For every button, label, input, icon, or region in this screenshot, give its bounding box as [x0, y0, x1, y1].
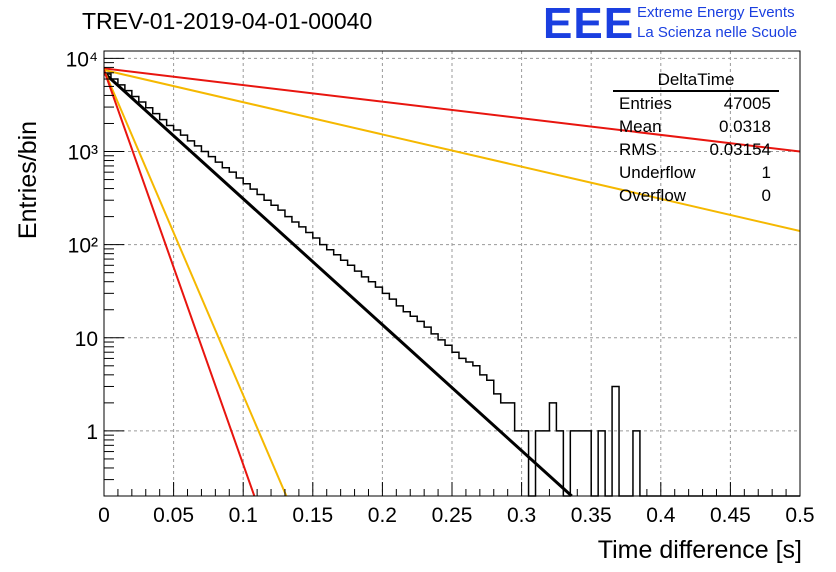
x-tick-label: 0.35 [571, 504, 612, 527]
stats-box: DeltaTime Entries 47005 Mean 0.0318 RMS … [613, 70, 779, 207]
x-tick-label: 0.1 [229, 504, 258, 527]
stats-label: RMS [619, 140, 657, 159]
x-tick-label: 0.45 [710, 504, 751, 527]
orange-slow-line [104, 69, 800, 233]
orange-fast-line [104, 69, 288, 496]
page-title: TREV-01-2019-04-01-00040 [82, 8, 373, 34]
stats-row-mean: Mean 0.0318 [613, 115, 779, 138]
stats-label: Underflow [619, 163, 696, 182]
stats-label: Overflow [619, 186, 687, 205]
stats-row-entries: Entries 47005 [613, 92, 779, 115]
stats-row-rms: RMS 0.03154 [613, 138, 779, 161]
fit-line [104, 71, 573, 496]
stats-row-overflow: Overflow 0 [613, 184, 779, 207]
histogram-steps [104, 73, 800, 497]
histogram-series [104, 73, 800, 497]
stats-value: 1 [761, 163, 771, 182]
axis-ticks: 0 0.05 0.1 0.15 0.2 0.25 0.3 0.35 0.4 0.45 0.51101… [66, 48, 815, 527]
stats-label: Mean [619, 117, 662, 136]
y-tick-label: 10 [75, 328, 98, 351]
red-slow-line [104, 67, 800, 153]
x-tick-label: 0.25 [432, 504, 473, 527]
brand-tagline-1: Extreme Energy Events [637, 4, 795, 21]
x-tick-label: 0.05 [153, 504, 194, 527]
y-tick-label: 10⁴ [66, 48, 98, 71]
y-axis-label: Entries/bin [14, 121, 42, 239]
x-axis-label: Time difference [s] [598, 536, 802, 564]
stats-label: Entries [619, 94, 672, 113]
fit-lines [104, 67, 800, 496]
x-tick-label: 0.3 [507, 504, 536, 527]
brand-tagline-2: La Scienza nelle Scuole [637, 24, 798, 41]
eee-logo: EEE [543, 0, 635, 48]
x-tick-label: 0.4 [646, 504, 676, 527]
y-tick-label: 1 [86, 421, 98, 444]
x-tick-label: 0 [98, 504, 110, 527]
x-tick-label: 0.5 [785, 504, 814, 527]
stats-value: 47005 [723, 94, 771, 113]
stats-value: 0 [761, 186, 771, 205]
stats-row-underflow: Underflow 1 [613, 161, 779, 184]
x-tick-label: 0.2 [368, 504, 397, 527]
y-tick-label: 10³ [68, 142, 98, 165]
stats-value: 0.0318 [719, 117, 771, 136]
red-fast-line [104, 69, 256, 496]
grid [104, 51, 800, 496]
y-tick-label: 10² [68, 235, 98, 258]
stats-value: 0.03154 [709, 140, 771, 159]
stats-title: DeltaTime [613, 70, 779, 92]
x-tick-label: 0.15 [292, 504, 333, 527]
